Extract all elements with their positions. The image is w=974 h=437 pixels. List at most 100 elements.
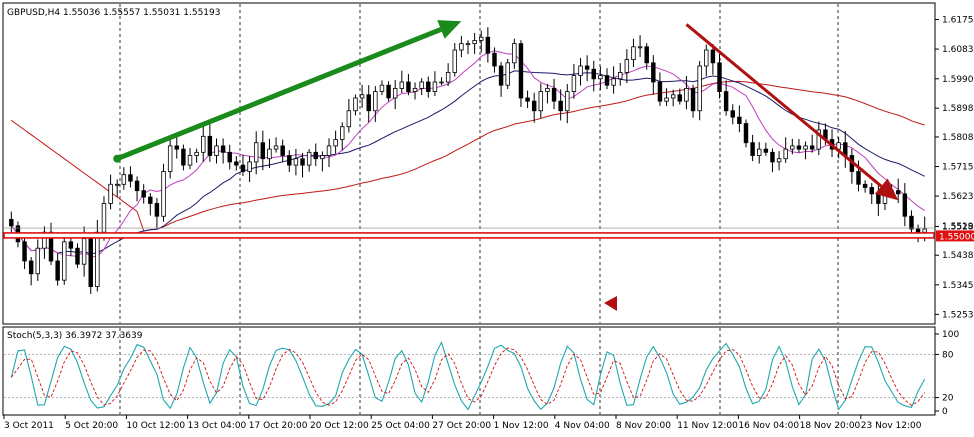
candle-body [584,65,590,70]
stoch-tick-label: 20 [942,394,954,404]
candle [313,143,318,167]
candle [498,62,504,97]
candle-body [492,52,497,67]
stoch-signal-line [10,347,926,406]
candle-body [690,87,696,112]
candle-body [386,84,391,99]
candle [201,126,206,162]
candle-body [737,116,742,124]
candle-body [280,145,285,156]
time-tick-label: 25 Oct 04:00 [371,421,430,431]
arrow-shaft [685,23,883,188]
candle [340,122,345,151]
candle-body [141,190,146,198]
candle [359,84,365,108]
candle-body [862,183,868,188]
candle [386,81,391,102]
candle [485,27,491,63]
current-price-label: 1.55193 [942,222,974,232]
candle-body [571,75,577,92]
candle-body [207,135,213,156]
candle [809,134,815,153]
candle-body [253,142,259,163]
candle [373,86,378,122]
candle [664,88,669,106]
candle-body [730,110,735,118]
candle-body [717,62,722,92]
time-axis: 3 Oct 2011 5 Oct 20:00 10 Oct 12:00 13 Oct … [3,415,922,431]
candle [9,211,14,235]
candle [214,138,219,164]
candles [9,27,927,295]
stoch-frame [2,326,936,416]
candle-body [181,148,186,166]
candle-body [591,68,596,80]
candle-body [578,65,583,76]
candle [763,142,769,156]
candle [240,154,246,176]
candle [604,68,610,90]
candle-body [326,145,332,156]
stoch-tick-label: 100 [942,330,959,340]
candle-body [531,100,537,112]
candle [306,149,312,172]
candle-body [895,190,901,195]
candle [750,134,755,162]
candle-body [915,228,921,233]
candle [452,42,457,77]
candle-body [750,142,755,156]
candle-body [287,155,292,166]
candle [591,60,596,92]
candle-body [28,260,34,275]
candle [346,98,352,133]
candle-body [353,97,358,112]
candle-body [757,148,762,156]
level-label: 1.55000 [939,232,974,242]
candle [770,148,775,173]
candle-body [412,87,418,92]
candle-body [452,49,457,73]
candle-body [624,59,630,73]
candle [492,47,497,73]
candle [273,137,279,153]
candle [399,70,405,93]
candle-body [114,183,120,186]
candle [465,40,471,55]
candle [704,44,709,77]
candle [783,137,788,163]
candle [28,257,34,286]
time-tick-label: 16 Nov 04:00 [738,421,799,431]
candle-body [485,36,491,54]
price-tick-label: 1.56230 [942,192,974,202]
candle-body [267,148,272,160]
candle [55,253,60,286]
candle-body [234,161,239,166]
candle [571,63,577,99]
candle-body [809,145,815,150]
candle-body [154,203,160,217]
candle [419,78,424,95]
candle [121,167,127,190]
candle [22,234,27,270]
candle-body [670,94,676,99]
candle [790,138,795,155]
arrow-shaft [116,27,442,162]
candle-body [432,81,438,92]
candle-body [35,247,41,275]
time-tick-label: 8 Nov 20:00 [616,421,671,431]
candle-body [704,49,709,67]
candle-body [227,151,232,163]
candle-body [366,94,371,112]
ma-slow-line [11,80,925,232]
candle [796,138,802,153]
candle-body [88,238,93,287]
candle [637,35,643,57]
candle [730,104,735,125]
candle [439,77,444,86]
candle [558,89,563,121]
candle-body [392,87,398,99]
time-tick-label: 3 Oct 2011 [4,421,54,431]
candle [260,130,266,171]
candle [293,148,299,176]
candle-body [313,151,318,160]
